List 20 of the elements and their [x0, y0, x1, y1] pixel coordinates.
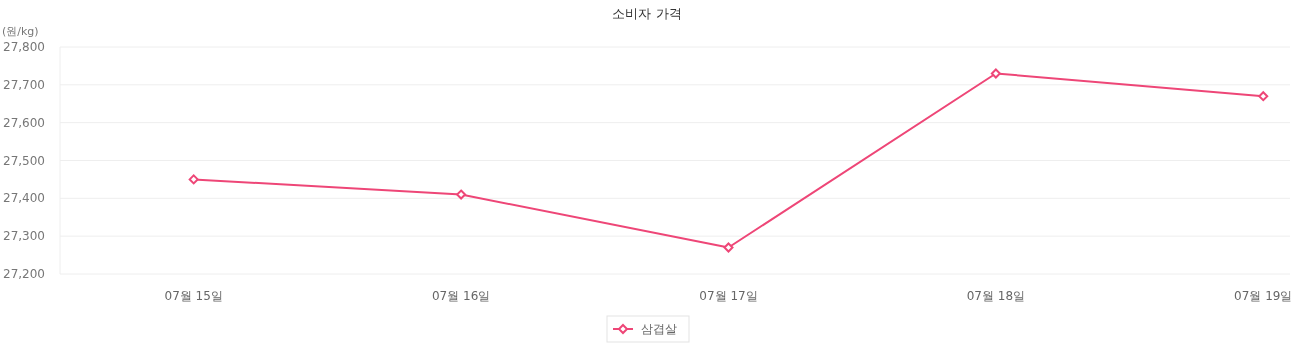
- y-tick-label: 27,800: [3, 40, 45, 54]
- x-tick-label: 07월 18일: [966, 289, 1026, 303]
- y-tick-label: 27,500: [3, 153, 45, 168]
- point: [1258, 91, 1269, 102]
- x-tick-label: 07월 16일: [431, 289, 491, 303]
- y-tick-label: 27,700: [3, 77, 45, 92]
- point: [456, 189, 467, 200]
- y-tick-label: 27,200: [3, 267, 45, 281]
- y-tick-label: 27,600: [3, 115, 45, 130]
- x-tick-label: 07월 17일: [699, 289, 758, 303]
- x-tick-label: 07월 19일: [1234, 289, 1293, 303]
- point: [188, 174, 199, 185]
- chart-title: 소비자 가격: [612, 6, 682, 21]
- legend-label: 삼겹살: [641, 322, 677, 336]
- point: [990, 68, 1001, 79]
- y-axis-title: (원/kg): [2, 25, 39, 38]
- y-tick-label: 27,400: [3, 191, 45, 206]
- x-tick-label: 07월 15일: [164, 289, 223, 303]
- y-tick-label: 27,300: [3, 229, 45, 244]
- point: [723, 242, 734, 253]
